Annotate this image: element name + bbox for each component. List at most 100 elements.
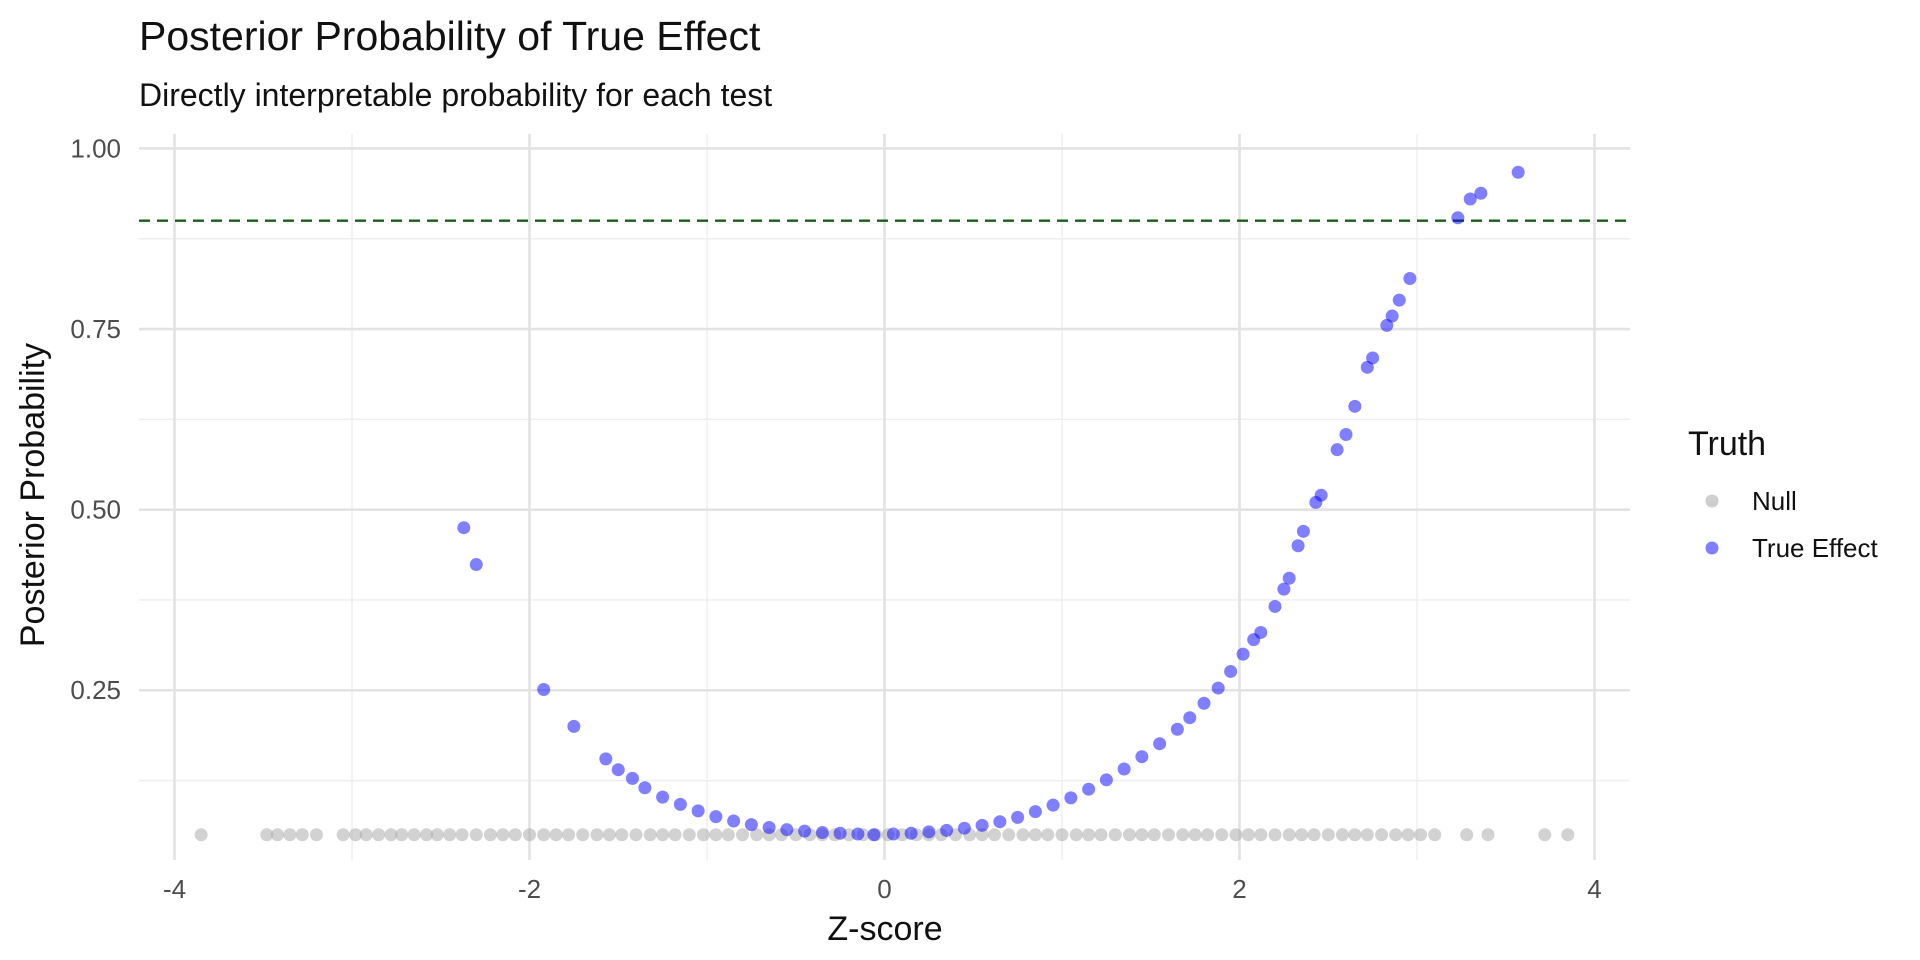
true-effect-point — [1236, 647, 1250, 661]
true-effect-point — [1348, 399, 1362, 413]
series-null — [194, 828, 1575, 842]
true-effect-point — [922, 825, 936, 839]
legend-title: Truth — [1688, 425, 1766, 463]
true-effect-point — [1296, 524, 1310, 538]
true-effect-point — [762, 820, 776, 834]
chart-subtitle: Directly interpretable probability for e… — [139, 77, 772, 113]
y-tick-label: 1.00 — [70, 133, 121, 163]
null-point — [988, 828, 1002, 842]
null-point — [508, 828, 522, 842]
legend-null-key — [1705, 494, 1719, 508]
null-point — [349, 828, 363, 842]
true-effect-point — [611, 763, 625, 777]
x-tick-label: -4 — [163, 874, 186, 904]
null-point — [1428, 828, 1442, 842]
null-point — [496, 828, 510, 842]
true-effect-point — [1277, 582, 1291, 596]
null-point — [602, 828, 616, 842]
y-tick-label: 0.50 — [70, 495, 121, 525]
true-effect-point — [975, 818, 989, 832]
true-effect-point — [1011, 810, 1025, 824]
true-effect-point — [673, 797, 687, 811]
null-point — [736, 828, 749, 842]
null-point — [656, 828, 670, 842]
true-effect-point — [1366, 351, 1380, 365]
null-point — [750, 828, 764, 842]
null-point — [1335, 828, 1349, 842]
true-effect-point — [638, 781, 652, 795]
null-point — [1414, 828, 1428, 842]
true-effect-point — [1474, 186, 1488, 200]
null-point — [483, 828, 497, 842]
x-tick-label: 4 — [1587, 874, 1601, 904]
true-effect-point — [780, 823, 794, 837]
true-effect-point — [1291, 539, 1305, 553]
null-point — [469, 828, 483, 842]
true-effect-point — [1117, 762, 1131, 776]
null-point — [443, 828, 457, 842]
null-point — [1094, 828, 1108, 842]
null-point — [1135, 828, 1149, 842]
null-point — [283, 828, 297, 842]
null-point — [1082, 828, 1096, 842]
null-point — [523, 828, 536, 842]
x-axis-title: Z-score — [827, 910, 942, 948]
null-point — [420, 828, 434, 842]
true-effect-point — [833, 826, 847, 840]
null-point — [1389, 828, 1403, 842]
true-effect-point — [1170, 722, 1184, 736]
null-point — [1002, 828, 1016, 842]
x-tick-label: 0 — [877, 874, 891, 904]
true-effect-point — [1451, 211, 1465, 225]
true-effect-point — [1268, 599, 1282, 613]
true-effect-point — [1392, 293, 1406, 307]
true-effect-point — [886, 827, 900, 841]
null-point — [395, 828, 409, 842]
null-point — [682, 828, 696, 842]
true-effect-point — [1463, 192, 1477, 206]
null-point — [1360, 828, 1374, 842]
y-tick-label: 0.25 — [70, 675, 121, 705]
null-point — [1538, 828, 1552, 842]
true-effect-point — [1403, 271, 1417, 285]
grid — [139, 134, 1630, 860]
chart-title: Posterior Probability of True Effect — [139, 13, 761, 59]
null-point — [384, 828, 398, 842]
true-effect-point — [744, 818, 758, 832]
null-point — [1229, 828, 1243, 842]
null-point — [1401, 828, 1415, 842]
null-point — [1055, 828, 1069, 842]
legend-true-effect-label: True Effect — [1752, 533, 1878, 563]
true-effect-point — [1135, 750, 1149, 764]
null-point — [537, 828, 551, 842]
null-point — [590, 828, 604, 842]
null-point — [1321, 828, 1335, 842]
null-point — [696, 828, 710, 842]
null-point — [430, 828, 444, 842]
true-effect-point — [1211, 681, 1225, 695]
true-effect-point — [567, 719, 581, 733]
null-point — [1176, 828, 1190, 842]
null-point — [1561, 828, 1575, 842]
null-point — [1481, 828, 1495, 842]
true-effect-point — [1254, 625, 1268, 639]
null-point — [975, 828, 989, 842]
true-effect-point — [1330, 443, 1344, 457]
null-point — [1307, 828, 1321, 842]
true-effect-point — [1099, 773, 1113, 787]
null-point — [709, 828, 723, 842]
null-point — [1188, 828, 1202, 842]
true-effect-point — [1082, 782, 1096, 796]
null-point — [407, 828, 421, 842]
true-effect-point — [1339, 428, 1353, 442]
null-point — [549, 828, 563, 842]
true-effect-point — [1197, 696, 1211, 710]
null-point — [1016, 828, 1030, 842]
null-point — [1122, 828, 1136, 842]
null-point — [1201, 828, 1215, 842]
true-effect-point — [1153, 737, 1167, 751]
series-true-effect — [457, 165, 1525, 842]
null-point — [1028, 828, 1042, 842]
